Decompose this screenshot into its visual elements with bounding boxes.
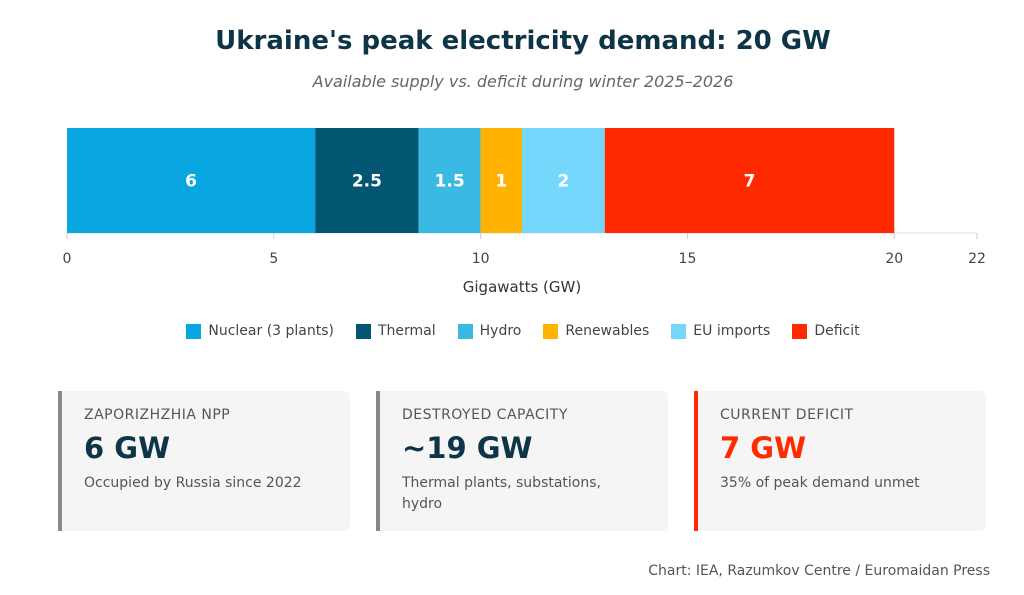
legend-label: Thermal (377, 323, 436, 339)
legend-swatch (186, 323, 202, 339)
legend-swatch (543, 323, 559, 339)
card-subtitle: Thermal plants, substations, hydro (402, 475, 601, 512)
legend-item: EU imports (671, 323, 770, 339)
legend-swatch (792, 323, 808, 339)
bar-segment-renewables (480, 128, 522, 233)
bar-segment-deficit (604, 128, 895, 233)
legend-item: Deficit (792, 323, 860, 339)
x-tick-label: 10 (472, 251, 490, 267)
legend-swatch (671, 323, 687, 339)
legend-item: Thermal (355, 323, 436, 339)
card-zaporizhzhia: ZAPORIZHZHIA NPP 6 GW Occupied by Russia… (58, 391, 350, 531)
bar-segment-thermal (315, 128, 419, 233)
legend-item: Renewables (543, 323, 649, 339)
bar-data-label: 6 (185, 172, 197, 192)
legend-label: Nuclear (3 plants) (208, 323, 334, 339)
bar-data-label: 7 (744, 172, 756, 192)
legend-label: Hydro (479, 323, 522, 339)
legend: Nuclear (3 plants) Thermal Hydro Renewables… (0, 323, 1024, 339)
bar-segment-nuclear-plants- (67, 128, 316, 233)
card-value: 7 GW (720, 431, 807, 465)
card-value: 6 GW (84, 431, 171, 465)
bar-segment-hydro (418, 128, 481, 233)
bar-segment-eu-imports (522, 128, 605, 233)
legend-item: Nuclear (3 plants) (186, 323, 334, 339)
card-current-deficit: CURRENT DEFICIT 7 GW 35% of peak demand … (694, 391, 986, 531)
stacked-bar-chart: 0 5 10 15 20 22 6 2.5 1.5 1 2 7 (63, 128, 986, 267)
bar-data-label: 1.5 (435, 172, 465, 192)
card-title: ZAPORIZHZHIA NPP (84, 407, 231, 423)
chart-subtitle: Available supply vs. deficit during wint… (312, 72, 734, 91)
legend-swatch (457, 323, 473, 339)
card-value: ~19 GW (402, 431, 533, 465)
legend-label: Deficit (814, 323, 860, 339)
x-tick-label: 22 (968, 251, 986, 267)
legend-swatch (355, 323, 371, 339)
bar-data-label: 2.5 (352, 172, 382, 192)
bar-data-label: 2 (557, 172, 569, 192)
card-subtitle: Occupied by Russia since 2022 (84, 475, 302, 491)
x-tick-label: 5 (269, 251, 278, 267)
x-tick-label: 15 (679, 251, 697, 267)
chart-title: Ukraine's peak electricity demand: 20 GW (215, 26, 831, 56)
card-title: DESTROYED CAPACITY (402, 407, 568, 423)
legend-label: Renewables (565, 323, 650, 339)
bar-data-label: 1 (495, 172, 507, 192)
x-axis-label: Gigawatts (GW) (462, 278, 582, 296)
legend-label: EU imports (693, 323, 771, 339)
card-title: CURRENT DEFICIT (720, 407, 854, 423)
source-credit: Chart: IEA, Razumkov Centre / Euromaidan… (648, 563, 990, 579)
card-destroyed-capacity: DESTROYED CAPACITY ~19 GW Thermal plants… (376, 391, 668, 531)
x-tick-label: 0 (63, 251, 72, 267)
legend-item: Hydro (457, 323, 522, 339)
card-subtitle: 35% of peak demand unmet (720, 475, 920, 491)
x-tick-label: 20 (885, 251, 903, 267)
